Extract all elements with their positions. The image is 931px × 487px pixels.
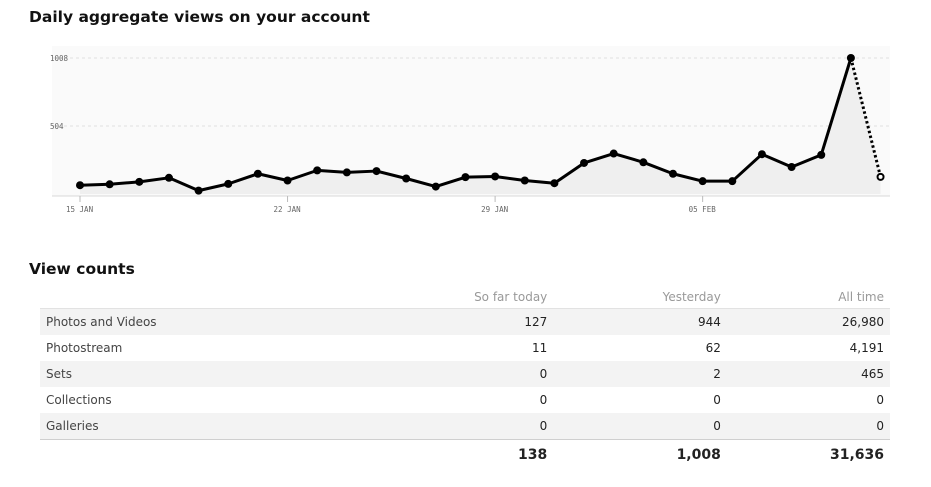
y-tick-label: 1008 — [50, 54, 69, 63]
data-point — [669, 169, 677, 178]
cell-today: 127 — [342, 308, 554, 335]
x-tick-label: 22 JAN — [274, 205, 301, 214]
data-point — [550, 179, 559, 188]
chart-title: Daily aggregate views on your account — [29, 8, 370, 26]
data-point — [787, 163, 796, 172]
total-yesterday: 1,008 — [553, 439, 727, 470]
cell-today: 11 — [532, 341, 548, 355]
data-point — [698, 177, 707, 186]
cell-all-time: 465 — [726, 361, 890, 387]
data-point — [105, 180, 114, 189]
row-label: Photostream — [46, 341, 123, 355]
column-header-all-time: All time — [726, 286, 890, 309]
table-row-photos-videos: Photos and Videos 127 944 26,980 — [40, 308, 890, 335]
data-point — [164, 173, 173, 182]
column-header-yesterday: Yesterday — [553, 286, 727, 309]
table-row-sets: Sets 0 2 465 — [40, 361, 890, 387]
cell-all-time: 0 — [876, 393, 884, 407]
view-counts-table: So far today Yesterday All time Photos a… — [40, 286, 890, 470]
data-point — [846, 54, 855, 62]
column-header-label — [40, 286, 343, 309]
total-all-time: 31,636 — [726, 439, 890, 470]
y-tick-label: 504 — [50, 122, 64, 131]
views-chart: 504 1008 15 JAN 22 JAN 29 JAN 05 FEB — [0, 0, 931, 240]
data-point — [135, 177, 144, 186]
data-point — [728, 177, 737, 186]
cell-all-time: 26,980 — [726, 308, 890, 335]
cell-yesterday: 0 — [713, 393, 721, 407]
data-point — [76, 181, 84, 190]
views-chart-svg: 504 1008 15 JAN 22 JAN 29 JAN 05 FEB — [50, 46, 890, 214]
data-point — [580, 158, 589, 167]
cell-today: 0 — [539, 393, 548, 407]
row-label: Collections — [46, 393, 112, 407]
cell-all-time: 0 — [726, 413, 890, 440]
data-point — [194, 186, 203, 195]
table-row-photostream: Photostream 11 62 4,191 — [40, 335, 890, 361]
data-point — [520, 176, 529, 185]
data-point — [491, 172, 500, 181]
data-point — [757, 150, 766, 159]
cell-yesterday: 62 — [705, 341, 721, 355]
x-tick-label: 05 FEB — [689, 205, 717, 214]
x-tick-label: 29 JAN — [481, 205, 508, 214]
view-counts-title: View counts — [29, 260, 135, 278]
data-point — [372, 167, 381, 176]
data-point — [609, 149, 618, 158]
data-point — [224, 179, 233, 188]
row-label: Sets — [40, 361, 343, 387]
x-tick-label: 15 JAN — [66, 205, 93, 214]
cell-yesterday: 2 — [553, 361, 727, 387]
data-point — [461, 173, 470, 182]
table-row-galleries: Galleries 0 0 0 — [40, 413, 890, 440]
cell-today: 0 — [342, 413, 554, 440]
series-line-partial — [849, 57, 883, 178]
cell-yesterday: 944 — [553, 308, 727, 335]
table-row-collections: Collections 0 0 0 — [40, 387, 890, 413]
table-totals-row: 138 1,008 31,636 — [40, 439, 890, 470]
cell-yesterday: 0 — [553, 413, 727, 440]
table-header-row: So far today Yesterday All time — [40, 286, 890, 309]
row-label: Galleries — [40, 413, 343, 440]
cell-today: 0 — [342, 361, 554, 387]
totals-label-cell — [40, 439, 343, 470]
row-label: Photos and Videos — [40, 308, 343, 335]
data-point — [313, 166, 322, 175]
data-point — [876, 172, 885, 181]
data-point — [283, 176, 292, 185]
data-point — [639, 158, 648, 167]
data-point — [817, 150, 826, 159]
data-point — [402, 174, 411, 183]
column-header-today: So far today — [342, 286, 554, 309]
cell-all-time: 4,191 — [849, 341, 884, 355]
data-point — [431, 182, 440, 191]
total-today: 138 — [342, 439, 554, 470]
data-point — [342, 168, 351, 177]
data-point — [253, 169, 262, 178]
